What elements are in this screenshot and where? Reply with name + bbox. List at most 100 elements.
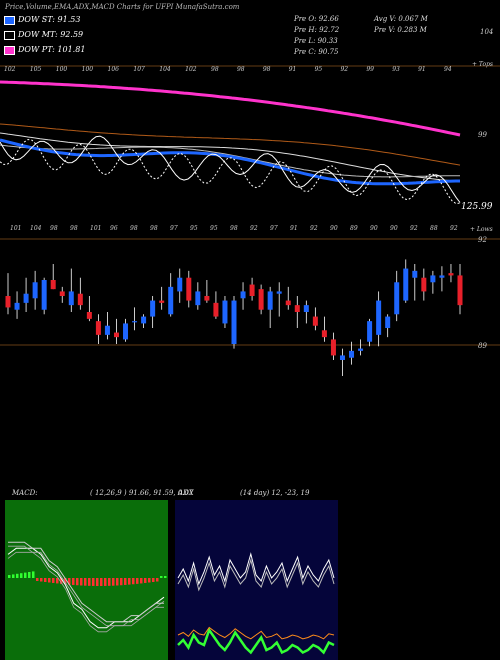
- candle-body: [439, 275, 445, 278]
- macd-histogram-bar: [88, 578, 91, 586]
- candle-body: [321, 330, 327, 338]
- top-number: 98: [263, 66, 271, 73]
- macd-histogram-bar: [12, 574, 15, 578]
- macd-histogram-bar: [108, 578, 111, 586]
- macd-histogram-bar: [128, 578, 131, 585]
- candle-body: [394, 282, 400, 315]
- candle-body: [186, 277, 192, 301]
- legend-pt-label: DOW PT: 101.81: [18, 45, 86, 54]
- adx-di-minus-line: [177, 627, 335, 655]
- ema-pt-line: [0, 80, 461, 137]
- ema-brown-line: [0, 123, 461, 166]
- macd-histogram-bar: [80, 578, 83, 586]
- candle-body: [59, 291, 65, 296]
- candle-body: [385, 316, 391, 328]
- lows-label: + Lows: [470, 226, 493, 233]
- candle-body: [249, 284, 255, 296]
- macd-histogram-bar: [32, 571, 35, 578]
- low-number: 89: [350, 225, 358, 232]
- candle-body: [104, 325, 110, 335]
- candle-body: [5, 296, 11, 308]
- macd-histogram-bar: [24, 572, 27, 578]
- ema-mt2-line: [0, 144, 460, 178]
- macd-histogram-bar: [96, 578, 99, 586]
- macd-envelope-line: [8, 545, 164, 627]
- axis-label-89: 89: [478, 342, 487, 350]
- low-number: 104: [30, 225, 42, 232]
- avg-volume: Avg V: 0.067 M: [374, 15, 428, 23]
- macd-histogram-bar: [48, 578, 51, 583]
- macd-histogram-bar: [132, 578, 135, 585]
- macd-histogram-bar: [56, 578, 59, 584]
- low-number: 95: [210, 225, 218, 232]
- swatch-mt: [4, 30, 15, 40]
- macd-histogram-bar: [92, 578, 95, 586]
- legend-st-label: DOW ST: 91.53: [18, 15, 81, 24]
- macd-plot: [7, 541, 167, 633]
- top-number: 91: [418, 66, 426, 73]
- macd-label: MACD:: [11, 489, 38, 497]
- macd-histogram-bar: [140, 578, 143, 584]
- pre-volume: Pre V: 0.283 M: [374, 26, 427, 34]
- low-number: 95: [190, 225, 198, 232]
- candle-body: [41, 280, 47, 310]
- macd-histogram-bar: [144, 578, 147, 583]
- low-number: 92: [250, 225, 258, 232]
- macd-histogram-bar: [152, 578, 155, 583]
- macd-histogram-bar: [116, 578, 119, 586]
- candle-body: [14, 302, 20, 310]
- macd-histogram-bar: [76, 578, 79, 586]
- top-number: 98: [211, 66, 219, 73]
- macd-histogram-bar: [52, 578, 55, 583]
- candle-body: [258, 289, 264, 310]
- macd-signal-line: [8, 541, 164, 623]
- macd-histogram-bar: [16, 573, 19, 578]
- candle-body: [86, 312, 92, 319]
- candle-body: [23, 293, 29, 303]
- low-number: 98: [150, 225, 158, 232]
- candle-body: [312, 316, 318, 326]
- candle-body: [339, 355, 345, 360]
- low-number: 96: [110, 225, 118, 232]
- candle-body: [376, 300, 382, 335]
- adx-label: ADX: [177, 489, 195, 497]
- legend-mt-label: DOW MT: 92.59: [18, 30, 84, 39]
- macd-envelope-line: [7, 551, 165, 633]
- candle-body: [276, 291, 282, 294]
- candle-body: [457, 275, 463, 306]
- legend-dow-st: DOW ST: 91.53: [4, 15, 80, 25]
- macd-histogram-bar: [156, 578, 159, 582]
- macd-histogram-bar: [164, 576, 167, 578]
- legend-dow-pt: DOW PT: 101.81: [4, 45, 85, 55]
- candle-body: [349, 350, 355, 358]
- macd-histogram-bar: [20, 573, 23, 578]
- ema-mt-line: [0, 132, 461, 182]
- candle-body: [240, 291, 246, 299]
- candle-body: [177, 277, 183, 292]
- axis-label-104: 104: [480, 28, 493, 36]
- candle-body: [204, 296, 210, 301]
- low-number: 90: [390, 225, 398, 232]
- macd-histogram-bar: [40, 578, 43, 582]
- top-number: 102: [185, 66, 197, 73]
- top-number: 104: [159, 66, 171, 73]
- legend-dow-mt: DOW MT: 92.59: [4, 30, 83, 40]
- adx-plot: [177, 552, 335, 655]
- macd-line: [7, 547, 165, 629]
- candle-body: [195, 291, 201, 306]
- ohlc-high: Pre H: 92.72: [294, 26, 340, 34]
- chart-title: Price,Volume,EMA,ADX,MACD Charts for UFP…: [5, 3, 240, 11]
- low-number: 88: [430, 225, 438, 232]
- price-line: [0, 135, 461, 203]
- macd-params: ( 12,26,9 ) 91.66, 91.59, 0.07: [90, 489, 194, 497]
- candle-body: [159, 300, 165, 303]
- macd-histogram-bar: [36, 578, 39, 581]
- adx-orange-line: [177, 626, 335, 640]
- candle-body: [141, 316, 147, 324]
- low-number: 92: [310, 225, 318, 232]
- top-numbers: 102 105 100 100 106 107 104 102 98 98 98 91 95 92 99 93…: [4, 66, 452, 73]
- macd-histogram-bar: [120, 578, 123, 586]
- ema-st-line: [0, 138, 460, 186]
- macd-histogram-bar: [148, 578, 151, 583]
- candle-body: [132, 321, 138, 323]
